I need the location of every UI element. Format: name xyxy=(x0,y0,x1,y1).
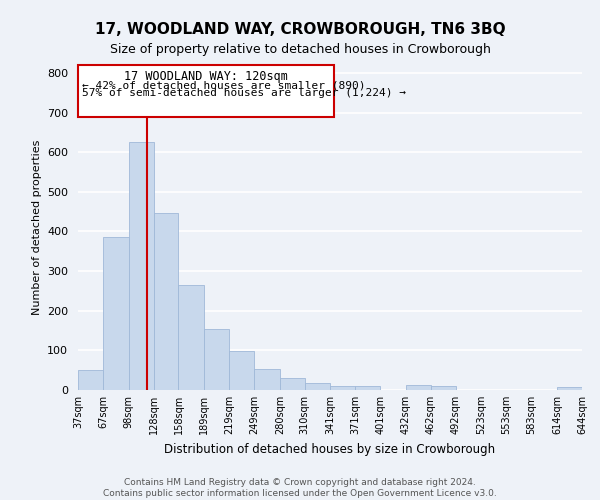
Bar xyxy=(78,65,334,116)
Bar xyxy=(78,370,103,390)
Bar xyxy=(204,328,229,390)
Y-axis label: Number of detached properties: Number of detached properties xyxy=(32,140,41,315)
X-axis label: Distribution of detached houses by size in Crowborough: Distribution of detached houses by size … xyxy=(164,442,496,456)
Bar xyxy=(178,285,204,390)
Bar xyxy=(254,370,280,390)
Text: Contains HM Land Registry data © Crown copyright and database right 2024.
Contai: Contains HM Land Registry data © Crown c… xyxy=(103,478,497,498)
Bar xyxy=(305,383,331,390)
Bar xyxy=(103,238,128,390)
Bar xyxy=(355,386,380,390)
Text: ← 42% of detached houses are smaller (890): ← 42% of detached houses are smaller (89… xyxy=(82,80,365,90)
Text: 17, WOODLAND WAY, CROWBOROUGH, TN6 3BQ: 17, WOODLAND WAY, CROWBOROUGH, TN6 3BQ xyxy=(95,22,505,38)
Bar xyxy=(280,378,305,390)
Bar xyxy=(229,351,254,390)
Bar xyxy=(154,213,178,390)
Bar xyxy=(557,387,582,390)
Text: 57% of semi-detached houses are larger (1,224) →: 57% of semi-detached houses are larger (… xyxy=(82,88,406,98)
Bar xyxy=(331,386,355,390)
Text: 17 WOODLAND WAY: 120sqm: 17 WOODLAND WAY: 120sqm xyxy=(124,70,288,83)
Bar xyxy=(431,386,456,390)
Bar xyxy=(128,142,154,390)
Text: Size of property relative to detached houses in Crowborough: Size of property relative to detached ho… xyxy=(110,42,490,56)
Bar xyxy=(406,385,431,390)
